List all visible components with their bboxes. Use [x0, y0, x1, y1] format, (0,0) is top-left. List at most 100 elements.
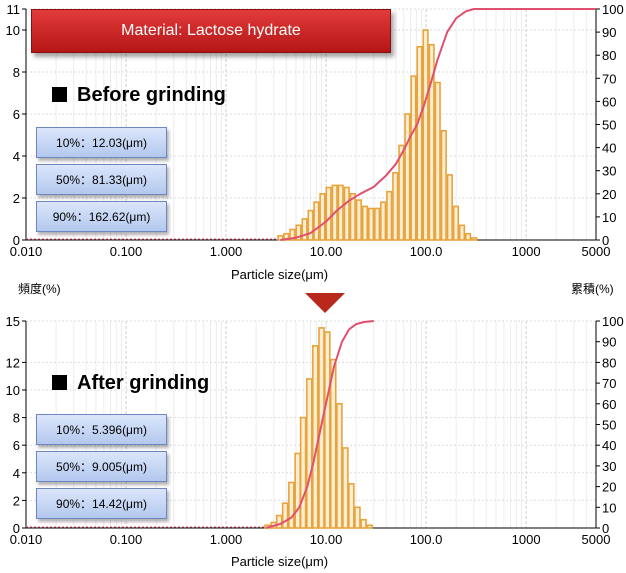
bar-before: [343, 186, 350, 241]
x-tick-label-before: 10.00: [310, 244, 343, 259]
x-tick-label-before: 1000: [512, 244, 541, 259]
bar-before: [361, 205, 369, 241]
bar-before: [380, 201, 387, 241]
bar-after: [311, 345, 319, 529]
left-axis-label: 頻度(%): [18, 282, 61, 296]
bar-before: [319, 193, 326, 241]
percentile-box-d90-before: 90%：162.62(μm): [36, 201, 167, 232]
bar-before: [464, 232, 472, 241]
bar-after: [336, 402, 343, 529]
right-tick-label-before: 60: [602, 94, 616, 109]
x-tick-label-after: 100.0: [410, 532, 443, 547]
right-tick-label-before: 100: [602, 2, 624, 17]
bar-before: [428, 43, 435, 241]
bar-before: [337, 184, 344, 241]
x-tick-label-after: 1000: [512, 532, 541, 547]
bar-before: [392, 172, 399, 241]
right-tick-label-before: 20: [602, 187, 616, 202]
x-tick-label-before: 5000: [582, 244, 611, 259]
x-axis-label-bottom: Particle size(μm): [231, 554, 329, 569]
bar-after: [354, 506, 361, 529]
bar-before: [440, 130, 447, 241]
x-tick-label-after: 0.010: [10, 532, 43, 547]
before-grinding-title: Before grinding: [77, 84, 226, 106]
bar-after: [299, 416, 307, 529]
material-banner-text: Material: Lactose hydrate: [121, 22, 301, 39]
bar-before: [452, 205, 460, 241]
right-tick-label-before: 90: [602, 25, 616, 40]
x-tick-label-after: 5000: [582, 532, 611, 547]
bar-after: [360, 518, 367, 529]
left-tick-label-before: 4: [13, 149, 20, 164]
material-banner: Material: Lactose hydrate: [31, 9, 391, 53]
percentile-box-d50-after: 50%：9.005(μm): [36, 451, 167, 482]
cumulative-line-after: [265, 320, 374, 529]
bar-before: [355, 199, 362, 241]
left-tick-label-before: 2: [13, 191, 20, 206]
x-tick-label-before: 1.000: [210, 244, 243, 259]
before-grinding-heading: Before grinding: [52, 84, 226, 107]
right-tick-label-after: 30: [602, 459, 616, 474]
left-tick-label-after: 0: [13, 521, 20, 536]
x-tick-label-after: 10.00: [310, 532, 343, 547]
right-tick-label-before: 70: [602, 71, 616, 86]
left-tick-label-before: 6: [13, 107, 20, 122]
left-tick-label-after: 2: [13, 493, 20, 508]
down-arrow-icon: [305, 293, 345, 313]
after-grinding-heading: After grinding: [52, 372, 209, 395]
right-tick-label-before: 40: [602, 141, 616, 156]
bar-after: [324, 331, 331, 529]
right-tick-label-after: 10: [602, 500, 616, 515]
x-tick-label-after: 0.100: [110, 532, 143, 547]
bar-before: [277, 235, 284, 241]
bar-before: [295, 224, 302, 241]
bar-before: [307, 209, 314, 241]
square-icon: [52, 375, 67, 390]
right-tick-label-after: 50: [602, 418, 616, 433]
bar-before: [325, 186, 332, 241]
percentile-box-d90-after: 90%：14.42(μm): [36, 488, 167, 519]
right-tick-label-after: 100: [602, 314, 624, 329]
bar-before: [471, 237, 478, 241]
square-icon: [52, 87, 67, 102]
bar-before: [386, 190, 393, 241]
bar-after: [294, 452, 301, 529]
bar-before: [422, 29, 429, 241]
bar-after: [281, 502, 289, 529]
bar-before: [434, 81, 441, 241]
x-tick-label-before: 0.100: [110, 244, 143, 259]
after-grinding-title: After grinding: [77, 372, 210, 394]
left-tick-label-after: 12: [6, 355, 20, 370]
left-tick-label-after: 15: [6, 314, 20, 329]
right-tick-label-before: 80: [602, 48, 616, 63]
bar-after: [348, 483, 355, 529]
left-tick-label-before: 10: [6, 23, 20, 38]
bar-after: [342, 447, 349, 529]
right-tick-label-after: 80: [602, 355, 616, 370]
x-tick-label-after: 1.000: [210, 532, 243, 547]
percentile-box-d10-before: 10%：12.03(μm): [36, 127, 167, 158]
bar-before: [398, 144, 405, 241]
bar-after: [329, 358, 337, 529]
right-tick-label-after: 60: [602, 397, 616, 412]
bar-before: [458, 224, 466, 241]
cumulative-line-before: [280, 8, 596, 241]
right-tick-label-before: 10: [602, 210, 616, 225]
bar-before: [410, 75, 417, 241]
right-tick-label-after: 0: [602, 521, 609, 536]
left-tick-label-before: 11: [7, 2, 21, 17]
percentile-box-d10-after: 10%：5.396(μm): [36, 414, 167, 445]
right-tick-label-after: 90: [602, 335, 616, 350]
right-axis-label: 累積(%): [571, 282, 614, 296]
bar-before: [301, 218, 308, 241]
right-tick-label-after: 20: [602, 480, 616, 495]
x-tick-label-before: 100.0: [410, 244, 443, 259]
left-tick-label-after: 8: [13, 411, 20, 426]
bar-after: [288, 481, 295, 529]
percentile-box-d50-before: 50%：81.33(μm): [36, 164, 167, 195]
bar-before: [374, 207, 381, 241]
right-tick-label-before: 50: [602, 118, 616, 133]
left-tick-label-after: 4: [13, 466, 20, 481]
left-tick-label-before: 8: [13, 65, 20, 80]
x-axis-label-top: Particle size(μm): [231, 267, 329, 282]
